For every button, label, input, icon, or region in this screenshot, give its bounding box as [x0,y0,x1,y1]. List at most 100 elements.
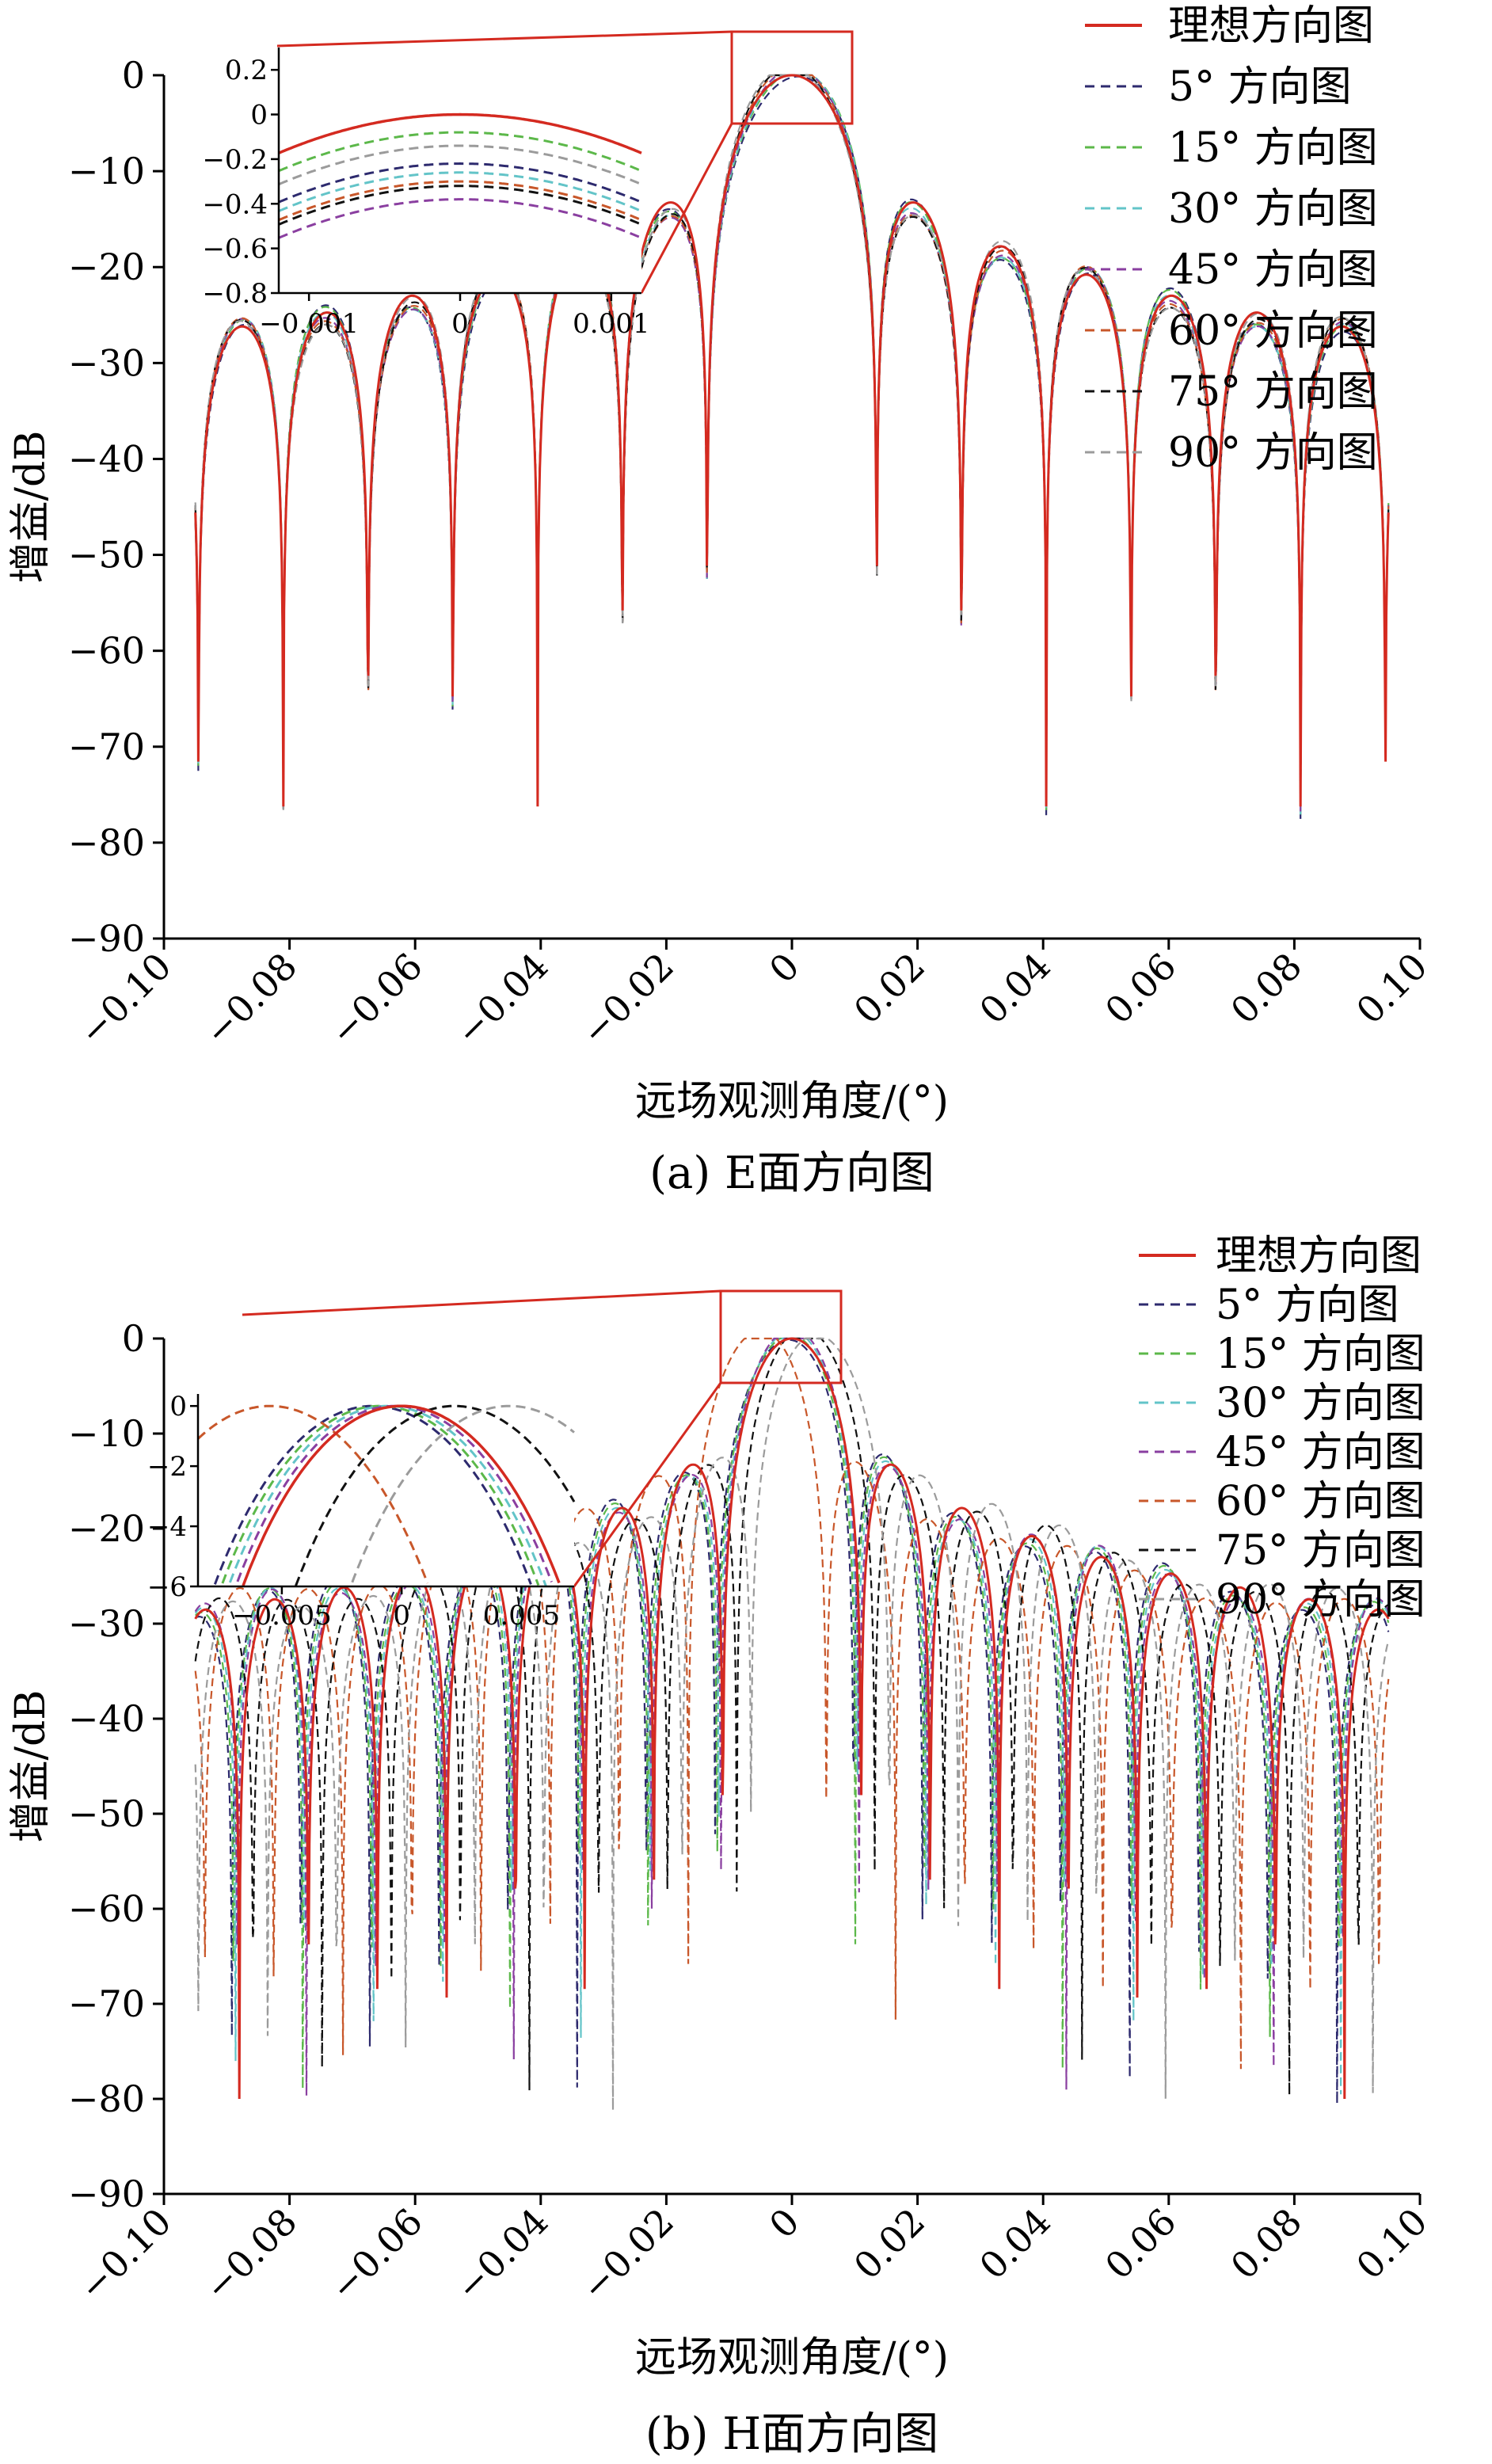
x-tick-label: 0.04 [971,2200,1059,2288]
y-tick-label: −80 [68,821,145,864]
panel-a-inset-y-ticks: 0.2 0 −0.2 −0.4 −0.6 −0.8 [202,55,279,310]
legend-label-s60: 60° 方向图 [1216,1478,1425,1525]
inset-y-tick-label: −4 [147,1511,187,1543]
inset-x-tick-label: −0.005 [232,1600,332,1632]
legend-label-s90: 90° 方向图 [1216,1576,1425,1624]
y-tick-label: −50 [68,534,145,577]
x-tick-label: 0.08 [1223,2200,1311,2288]
y-tick-label: −70 [68,725,145,768]
x-tick-label: −0.04 [447,945,557,1054]
inset-series-line-s75 [278,185,642,226]
panel-b-inset: −0.005 0 0.005 0 −2 −4 −6 [147,1391,576,1632]
inset-series-line-ideal [278,112,642,154]
inset-x-tick-label: 0.001 [573,308,649,340]
legend-label-s90: 90° 方向图 [1168,429,1378,477]
y-tick-label: −80 [68,2077,145,2120]
legend-label-s75: 75° 方向图 [1216,1527,1425,1575]
y-tick-label: 0 [122,54,145,97]
inset-series-line-s90 [278,144,642,186]
inset-series-line-s60 [196,1404,429,1584]
inset-series-line-ideal [242,1404,561,1586]
y-tick-label: −30 [68,341,145,384]
inset-y-tick-label: −0.4 [202,189,268,220]
x-tick-label: −0.08 [196,2200,306,2310]
y-tick-label: −10 [68,1412,145,1455]
x-tick-label: −0.02 [573,945,682,1054]
y-tick-label: −20 [68,246,145,288]
series-line-s45 [194,74,1390,812]
series-line-ideal [194,74,1390,807]
y-tick-label: −60 [68,1887,145,1930]
panel-b-ylabel: 增益/dB [7,1689,55,1842]
legend-label-s5: 5° 方向图 [1216,1282,1399,1329]
inset-y-tick-label: −0.6 [202,234,268,265]
y-tick-label: −20 [68,1507,145,1550]
panel-a-caption: (a) E面方向图 [649,1148,934,1199]
inset-series-line-s5 [213,1404,532,1585]
y-tick-label: −90 [68,917,145,960]
legend-label-s15: 15° 方向图 [1216,1331,1425,1378]
inset-y-tick-label: 0.2 [225,55,268,86]
panel-a-y-ticks: 0 −10 −20 −30 −40 −50 −60 −70 −80 −90 [68,54,164,960]
x-tick-label: −0.06 [322,2200,431,2310]
panel-b-zoom-leader-bottom [573,1382,722,1587]
inset-series-line-s5 [278,162,642,204]
inset-x-tick-label: 0.005 [483,1600,560,1632]
y-tick-label: −40 [68,1697,145,1740]
panel-a-legend: 理想方向图 5° 方向图 15° 方向图 30° 方向图 45° 方向图 60° 方向图 7… [1085,2,1378,477]
panel-a-series [194,74,1390,820]
inset-y-tick-label: −2 [147,1451,187,1483]
legend-label-s45: 45° 方向图 [1216,1429,1425,1476]
x-tick-label: −0.10 [70,945,180,1054]
x-tick-label: −0.04 [447,2200,557,2310]
y-tick-label: 0 [122,1317,145,1360]
panel-a-inset-x-ticks: −0.001 0 0.001 [259,293,650,340]
inset-y-tick-label: 0 [169,1391,187,1422]
inset-y-tick-label: 0 [250,100,268,131]
series-line-s75 [194,1337,1389,2095]
legend-label-s5: 5° 方向图 [1168,63,1352,111]
inset-x-tick-label: −0.001 [259,308,359,340]
legend-label-ideal: 理想方向图 [1168,2,1374,50]
legend-label-s30: 30° 方向图 [1168,185,1378,233]
inset-y-tick-label: −0.2 [202,144,268,176]
inset-y-tick-label: −6 [147,1571,187,1603]
x-tick-label: −0.08 [196,945,306,1054]
panel-b-inset-y-ticks: 0 −2 −4 −6 [147,1391,198,1603]
series-line-ideal [194,1337,1390,2100]
series-line-s90 [194,74,1390,812]
x-tick-label: 0.06 [1097,945,1185,1033]
series-line-s5 [195,1339,1390,2104]
y-tick-label: −40 [68,437,145,480]
panel-b-caption: (b) H面方向图 [645,2409,938,2460]
panel-a-xlabel: 远场观测角度/(°) [635,1078,949,1125]
legend-label-ideal: 理想方向图 [1216,1232,1422,1280]
x-tick-label: 0 [761,2200,808,2247]
inset-series-line-s75 [295,1404,576,1586]
panel-a-zoom-leader-top [276,30,733,48]
x-tick-label: 0.02 [846,945,934,1033]
inset-series-line-s90 [351,1404,575,1583]
inset-series-line-s60 [278,180,642,222]
panel-b-xlabel: 远场观测角度/(°) [635,2334,949,2382]
inset-series-line-s15 [278,131,642,173]
panel-b-series [194,1337,1390,2111]
series-line-s90 [194,1337,1390,2111]
inset-series-line-s30 [278,171,642,212]
panel-a-zoom-leader-bottom [640,123,733,294]
y-tick-label: −70 [68,1982,145,2025]
panel-b-inset-series [196,1404,576,1587]
inset-series-line-s15 [221,1404,540,1586]
y-tick-label: −60 [68,630,145,672]
legend-label-s60: 60° 方向图 [1168,307,1378,355]
y-tick-label: −90 [68,2173,145,2215]
x-tick-label: 0 [761,945,808,992]
panel-a-inset-series [278,112,642,239]
x-tick-label: 0.10 [1348,2200,1436,2288]
inset-series-line-s45 [278,198,642,239]
panel-b: −0.10 −0.08 −0.06 −0.04 −0.02 0 0.02 0.04 0.06 0.… [7,1232,1436,2460]
x-tick-label: 0.04 [971,945,1059,1033]
panel-a-x-ticks: −0.10 −0.08 −0.06 −0.04 −0.02 0 0.02 0.04 0.06 0.… [70,939,1436,1053]
